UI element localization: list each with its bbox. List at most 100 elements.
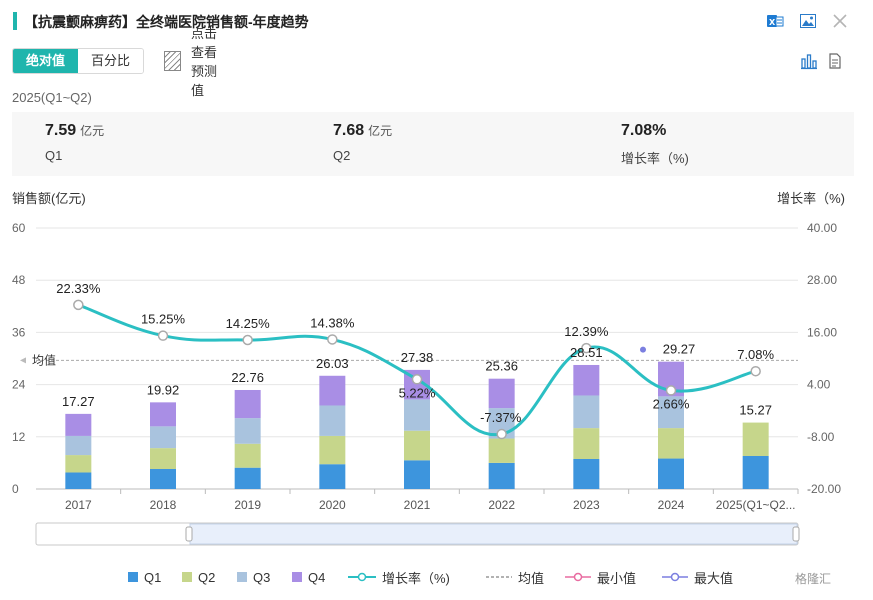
bar-segment-q3[interactable] [404,399,430,431]
right-tick-label: 16.00 [807,325,837,339]
x-tick-label: 2018 [150,498,177,512]
bar-segment-q4[interactable] [65,413,92,436]
watermark-text: 格隆汇 [795,572,832,586]
zoom-slider-right-handle[interactable] [792,526,800,542]
stat-value: 7.08% [621,122,667,139]
stat-value: 7.59 [45,122,77,139]
right-tick-label: 28.00 [807,273,837,287]
growth-point[interactable] [73,299,84,311]
growth-label: 14.25% [226,316,271,331]
legend-label: Q1 [144,569,162,585]
growth-point[interactable] [411,374,423,385]
left-tick-label: 0 [12,482,19,496]
growth-label: 5.22% [399,385,436,400]
right-axis-title: 增长率（%) [777,191,845,206]
bar-segment-q1[interactable] [150,468,176,489]
bar-segment-q1[interactable] [488,462,515,489]
right-tick-label: 4.00 [807,378,831,392]
right-tick-label: -20.00 [807,482,841,496]
svg-text:X: X [769,18,776,27]
growth-label: 14.38% [310,315,355,330]
forecast-toggle[interactable]: 点击查看预测值 [164,26,227,98]
bar-segment-q4[interactable] [150,402,176,427]
legend-item-q2[interactable]: Q2 [182,566,215,588]
legend-swatch [292,572,302,582]
growth-label: 7.08% [737,347,774,362]
bar-segment-q2[interactable] [150,448,176,469]
bar-chart-icon[interactable] [800,52,818,70]
growth-point[interactable] [327,334,338,345]
bar-segment-q4[interactable] [488,378,515,409]
bar-segment-q2[interactable] [234,443,261,468]
bar-segment-q4[interactable] [573,364,600,396]
growth-line-icon [348,572,376,582]
bar-segment-q4[interactable] [319,375,346,406]
bar-total-label: 15.27 [739,403,772,418]
legend-item-q4[interactable]: Q4 [292,566,325,588]
stat-value: 7.68 [333,122,365,139]
close-icon[interactable] [830,11,850,31]
bar-segment-q2[interactable] [404,430,430,461]
bar-segment-q2[interactable] [488,438,515,463]
stat-unit: 亿元 [80,124,105,138]
x-tick-label: 2024 [658,498,685,512]
legend-swatch [237,572,247,582]
left-axis-title: 销售额(亿元) [12,191,86,206]
legend-item-q1[interactable]: Q1 [128,566,161,588]
bar-segment-q1[interactable] [65,472,92,489]
bar-total-label: 29.27 [663,342,696,357]
legend-item-min[interactable]: 最小值 [565,566,636,588]
sales-growth-chart: 0 -20.00 12 -8.00 24 4.00 36 16.00 48 28.00 60 40.0… [12,221,841,546]
growth-point[interactable] [157,330,169,341]
stat-q1: 7.59 亿元 Q1 [45,122,104,163]
forecast-hatch-swatch [164,51,182,71]
growth-point[interactable] [581,342,592,354]
bar-segment-q1[interactable] [404,460,430,489]
stat-growth: 7.08% 增长率（%) [621,122,689,167]
zoom-slider-left-handle[interactable] [185,526,193,542]
percent-button[interactable]: 百分比 [78,49,143,73]
value-mode-toggle: 绝对值 百分比 [12,48,144,74]
bar-segment-q2[interactable] [65,455,92,473]
legend-label: Q4 [308,569,326,585]
growth-point[interactable] [496,428,507,440]
bar-segment-q2[interactable] [573,428,600,459]
bar-segment-q3[interactable] [573,395,600,429]
legend-item-growth[interactable]: 增长率（%) [348,566,450,588]
bar-segment-q2[interactable] [658,428,684,459]
bar-segment-q1[interactable] [319,464,346,489]
legend-label: 增长率（%) [382,570,450,586]
bar-segment-q4[interactable] [234,389,261,419]
legend-label: 最小值 [597,570,637,586]
right-tick-label: 40.00 [807,221,837,235]
bar-total-label: 22.76 [231,370,264,385]
growth-point[interactable] [242,334,253,346]
bar-segment-q2[interactable] [319,435,346,465]
zoom-slider-selection[interactable] [189,523,798,545]
bar-segment-q1[interactable] [658,458,684,489]
bar-segment-q3[interactable] [65,435,92,456]
growth-label: 12.39% [564,324,609,339]
bar-segment-q3[interactable] [150,426,176,449]
legend-item-max[interactable]: 最大值 [662,566,733,588]
x-tick-label: 2021 [404,498,431,512]
image-export-icon[interactable] [798,11,818,31]
growth-point[interactable] [750,365,761,377]
document-icon[interactable] [826,52,844,70]
bar-total-label: 25.36 [485,359,518,374]
absolute-value-button[interactable]: 绝对值 [13,49,78,73]
bar-total-label: 17.27 [62,394,95,409]
bar-segment-q3[interactable] [658,396,684,429]
bar-segment-q1[interactable] [234,467,261,489]
bar-segment-q3[interactable] [319,405,346,436]
legend-item-mean[interactable]: 均值 [486,566,544,588]
legend-item-q3[interactable]: Q3 [237,566,270,588]
bar-segment-q1[interactable] [742,455,769,489]
bar-segment-q1[interactable] [573,458,600,489]
bar-segment-q3[interactable] [234,418,261,444]
left-tick-label: 48 [12,273,26,287]
right-tick-label: -8.00 [807,430,835,444]
bar-segment-q2[interactable] [742,422,769,456]
excel-export-icon[interactable]: X [765,11,785,31]
growth-point[interactable] [665,385,677,396]
